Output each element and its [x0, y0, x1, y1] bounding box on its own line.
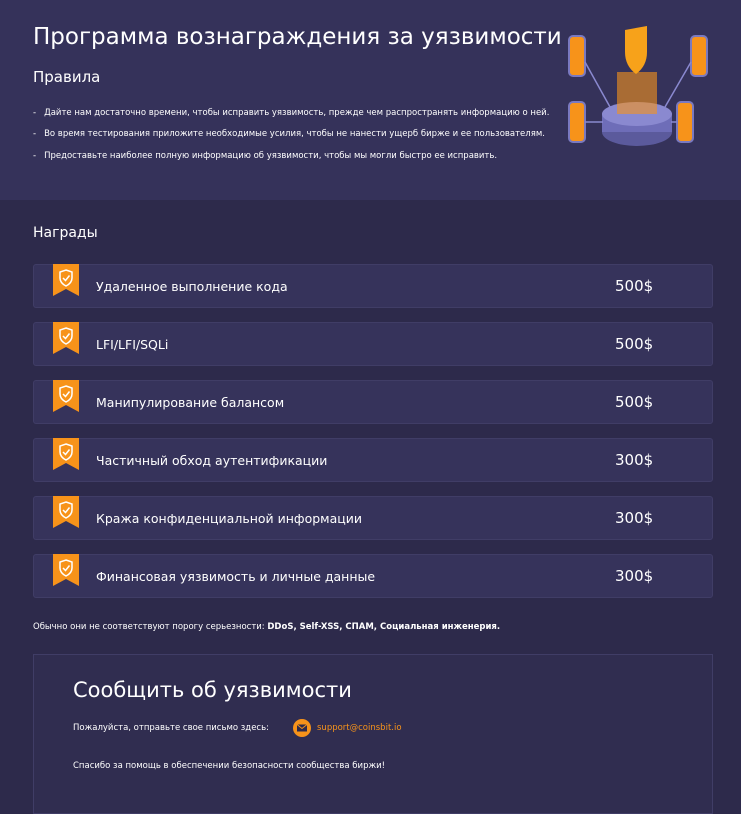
reward-name: Кража конфиденциальной информации — [96, 511, 363, 526]
email-link[interactable]: support@coinsbit.io — [317, 723, 402, 733]
reward-row: Частичный обход аутентификации 300$ — [33, 438, 713, 482]
badge-icon — [53, 264, 79, 296]
reward-row: Кража конфиденциальной информации 300$ — [33, 496, 713, 540]
reward-amount: 300$ — [615, 451, 654, 469]
mail-icon — [293, 719, 311, 737]
reward-row: Удаленное выполнение кода 500$ — [33, 264, 713, 308]
reward-row: LFI/LFI/SQLi 500$ — [33, 322, 713, 366]
badge-icon — [53, 438, 79, 470]
reward-row: Финансовая уязвимость и личные данные 300… — [33, 554, 713, 598]
reward-amount: 300$ — [615, 567, 654, 585]
note-text: Обычно они не соответствуют порогу серье… — [33, 622, 265, 632]
badge-icon — [53, 380, 79, 412]
note: Обычно они не соответствуют порогу серье… — [33, 622, 500, 632]
reward-name: Удаленное выполнение кода — [96, 279, 288, 294]
badge-icon — [53, 322, 79, 354]
report-thanks: Спасибо за помощь в обеспечении безопасн… — [73, 761, 386, 771]
report-prompt: Пожалуйста, отправьте свое письмо здесь: — [73, 723, 269, 733]
reward-row: Манипулирование балансом 500$ — [33, 380, 713, 424]
illustration — [568, 26, 708, 146]
reward-amount: 500$ — [615, 335, 654, 353]
rule: Во время тестирования приложите необходи… — [33, 129, 545, 139]
report-title: Сообщить об уязвимости — [73, 678, 352, 702]
reward-amount: 300$ — [615, 509, 654, 527]
reward-name: Финансовая уязвимость и личные данные — [96, 569, 376, 584]
reward-amount: 500$ — [615, 277, 654, 295]
badge-icon — [53, 496, 79, 528]
rules-title: Правила — [33, 68, 101, 86]
badge-icon — [53, 554, 79, 586]
reward-name: Манипулирование балансом — [96, 395, 285, 410]
reward-amount: 500$ — [615, 393, 654, 411]
rewards-title: Награды — [33, 225, 98, 241]
reward-name: Частичный обход аутентификации — [96, 453, 328, 468]
rule: Предоставьте наиболее полную информацию … — [33, 151, 497, 161]
reward-name: LFI/LFI/SQLi — [96, 337, 169, 352]
note-bold: DDoS, Self-XSS, СПАМ, Социальная инженер… — [267, 622, 501, 632]
page-title: Программа вознаграждения за уязвимости — [33, 24, 562, 50]
rule: Дайте нам достаточно времени, чтобы испр… — [33, 108, 549, 118]
